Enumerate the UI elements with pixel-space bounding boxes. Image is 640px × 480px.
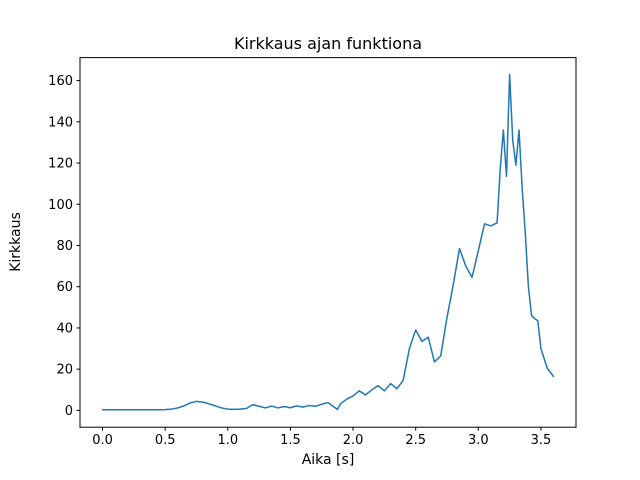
- y-tick-label: 160: [48, 74, 73, 89]
- plot-area: 0.0 0.5 1.0 1.5 2.0 2.5 3.0 3.5 0 20 40 60 80 100 120 1…: [48, 57, 577, 448]
- x-axis-label: Aika [s]: [302, 452, 355, 468]
- y-tick-label: 60: [56, 280, 73, 295]
- chart-title: Kirkkaus ajan funktiona: [234, 34, 422, 53]
- x-tick-label: 3.5: [531, 433, 552, 448]
- y-axis-label: Kirkkaus: [8, 212, 24, 272]
- x-tick-label: 3.0: [468, 433, 489, 448]
- data-line: [101, 73, 555, 411]
- x-tick-label: 0.5: [155, 433, 176, 448]
- y-tick-label: 120: [48, 157, 73, 172]
- y-tick-label: 140: [48, 115, 73, 130]
- y-tick-label: 20: [56, 363, 73, 378]
- y-tick-label: 40: [56, 321, 73, 336]
- plot-frame: [79, 57, 577, 428]
- x-tick-label: 2.0: [343, 433, 364, 448]
- x-tick-label: 0.0: [92, 433, 113, 448]
- x-tick-label: 2.5: [405, 433, 426, 448]
- y-tick-label: 100: [48, 198, 73, 213]
- y-tick-label: 80: [56, 239, 73, 254]
- x-tick-label: 1.0: [217, 433, 238, 448]
- y-tick-label: 0: [65, 404, 73, 419]
- x-tick-label: 1.5: [280, 433, 301, 448]
